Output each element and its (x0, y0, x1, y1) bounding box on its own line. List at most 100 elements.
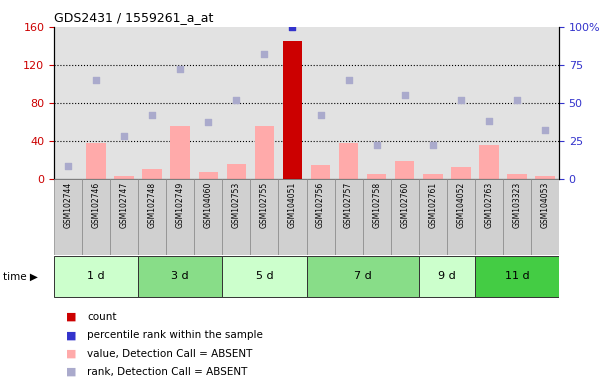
Bar (138, 256, 222, 297)
Bar (255, 126, 274, 179)
Text: GSM102753: GSM102753 (232, 182, 241, 228)
Point (147, 112, 157, 118)
Bar (335, 179, 362, 255)
Text: percentile rank within the sample: percentile rank within the sample (87, 330, 263, 340)
Bar (110, 27, 138, 179)
Text: 5 d: 5 d (255, 271, 273, 281)
Text: GSM102758: GSM102758 (372, 182, 381, 228)
Bar (82, 27, 110, 179)
Bar (531, 179, 559, 255)
Bar (87, 144, 106, 179)
Text: GSM102763: GSM102763 (484, 182, 493, 228)
Point (120, 133, 129, 139)
Point (428, 142, 438, 148)
Bar (475, 179, 503, 255)
Text: GDS2431 / 1559261_a_at: GDS2431 / 1559261_a_at (54, 12, 213, 25)
Bar (251, 27, 278, 179)
Bar (339, 144, 358, 179)
Point (512, 97, 522, 103)
Bar (194, 179, 222, 255)
Point (288, 24, 297, 30)
Text: 7 d: 7 d (354, 271, 371, 281)
Bar (391, 27, 419, 179)
Text: GSM104052: GSM104052 (456, 182, 465, 228)
Text: GSM102760: GSM102760 (400, 182, 409, 228)
Bar (282, 41, 302, 179)
Point (484, 118, 493, 124)
Bar (142, 169, 162, 179)
Text: GSM102749: GSM102749 (176, 182, 185, 228)
Bar (278, 179, 307, 255)
Point (344, 77, 353, 83)
Bar (138, 179, 166, 255)
Bar (479, 146, 499, 179)
Text: GSM104060: GSM104060 (204, 182, 213, 228)
Bar (222, 179, 251, 255)
Text: rank, Detection Call = ABSENT: rank, Detection Call = ABSENT (87, 367, 248, 377)
Bar (110, 179, 138, 255)
Text: value, Detection Call = ABSENT: value, Detection Call = ABSENT (87, 349, 252, 359)
Text: ■: ■ (66, 312, 76, 322)
Bar (423, 174, 442, 179)
Point (91, 77, 101, 83)
Bar (535, 176, 555, 179)
Bar (194, 27, 222, 179)
Text: 9 d: 9 d (438, 271, 456, 281)
Bar (307, 256, 419, 297)
Text: ■: ■ (66, 330, 76, 340)
Point (260, 51, 269, 57)
Bar (198, 172, 218, 179)
Text: 11 d: 11 d (505, 271, 529, 281)
Point (400, 92, 409, 98)
Text: count: count (87, 312, 117, 322)
Text: GSM102748: GSM102748 (148, 182, 157, 228)
Bar (419, 256, 475, 297)
Bar (222, 27, 251, 179)
Bar (447, 27, 475, 179)
Bar (503, 27, 531, 179)
Bar (307, 27, 335, 179)
Bar (166, 179, 194, 255)
Bar (278, 27, 307, 179)
Text: GSM102744: GSM102744 (64, 182, 73, 228)
Point (63, 163, 73, 169)
Text: 3 d: 3 d (171, 271, 189, 281)
Bar (362, 27, 391, 179)
Bar (419, 179, 447, 255)
Text: time ▶: time ▶ (3, 271, 38, 281)
Bar (171, 126, 190, 179)
Text: ■: ■ (66, 349, 76, 359)
Text: GSM102755: GSM102755 (260, 182, 269, 228)
Bar (82, 179, 110, 255)
Bar (447, 179, 475, 255)
Bar (391, 179, 419, 255)
Bar (419, 27, 447, 179)
Bar (114, 176, 134, 179)
Bar (475, 27, 503, 179)
Bar (222, 256, 307, 297)
Text: GSM104051: GSM104051 (288, 182, 297, 228)
Bar (227, 164, 246, 179)
Text: GSM102756: GSM102756 (316, 182, 325, 228)
Bar (54, 27, 82, 179)
Text: ■: ■ (66, 367, 76, 377)
Bar (251, 179, 278, 255)
Bar (475, 256, 559, 297)
Point (204, 119, 213, 126)
Bar (507, 174, 526, 179)
Bar (307, 179, 335, 255)
Bar (451, 167, 471, 179)
Bar (54, 256, 138, 297)
Point (316, 112, 325, 118)
Point (456, 97, 466, 103)
Text: GSM102747: GSM102747 (120, 182, 129, 228)
Bar (503, 179, 531, 255)
Bar (166, 27, 194, 179)
Bar (335, 27, 362, 179)
Text: GSM103323: GSM103323 (513, 182, 521, 228)
Bar (54, 179, 82, 255)
Point (175, 66, 185, 73)
Text: GSM102746: GSM102746 (92, 182, 100, 228)
Text: GSM102757: GSM102757 (344, 182, 353, 228)
Bar (395, 162, 415, 179)
